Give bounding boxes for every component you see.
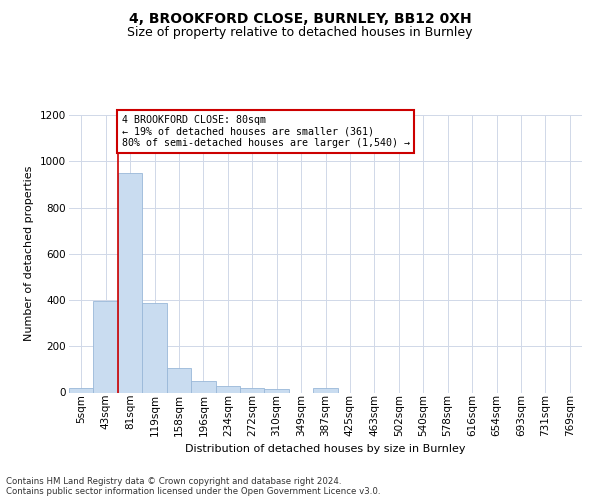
Bar xyxy=(94,301,118,392)
Text: Contains HM Land Registry data © Crown copyright and database right 2024.: Contains HM Land Registry data © Crown c… xyxy=(6,476,341,486)
Bar xyxy=(69,388,94,392)
Bar xyxy=(240,388,265,392)
Y-axis label: Number of detached properties: Number of detached properties xyxy=(25,166,34,342)
Text: Size of property relative to detached houses in Burnley: Size of property relative to detached ho… xyxy=(127,26,473,39)
Bar xyxy=(215,386,240,392)
Text: Contains public sector information licensed under the Open Government Licence v3: Contains public sector information licen… xyxy=(6,486,380,496)
Bar xyxy=(191,381,215,392)
Bar xyxy=(265,390,289,392)
Text: 4 BROOKFORD CLOSE: 80sqm
← 19% of detached houses are smaller (361)
80% of semi-: 4 BROOKFORD CLOSE: 80sqm ← 19% of detach… xyxy=(122,115,410,148)
Bar xyxy=(167,368,191,392)
X-axis label: Distribution of detached houses by size in Burnley: Distribution of detached houses by size … xyxy=(185,444,466,454)
Bar xyxy=(142,304,167,392)
Text: 4, BROOKFORD CLOSE, BURNLEY, BB12 0XH: 4, BROOKFORD CLOSE, BURNLEY, BB12 0XH xyxy=(128,12,472,26)
Bar xyxy=(313,388,338,392)
Bar xyxy=(118,173,142,392)
